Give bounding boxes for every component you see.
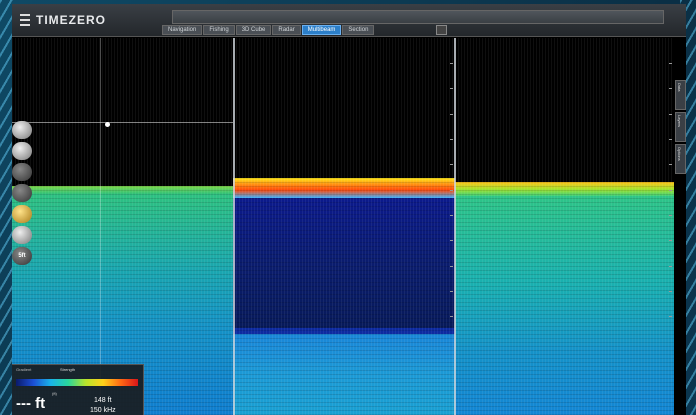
title-strip [172,10,664,24]
panel-divider-2[interactable] [454,38,456,415]
seabed-return-band [455,182,674,196]
logo-text: TIMEZERO [36,13,106,27]
side-tabs: Data Layers Options [675,80,686,174]
scale-button-label: 5ft [18,253,26,259]
echogram-panel-right[interactable] [455,38,674,415]
coin-icon[interactable] [12,205,32,223]
tab-3d-cube[interactable]: 3D Cube [235,25,272,35]
side-tab-label: Layers [677,115,682,128]
echo-texture [233,38,455,415]
echo-texture [12,38,233,415]
gradient-label: Gradient [16,367,32,372]
strong-seabed-return [233,178,455,198]
tab-multibeam[interactable]: Multibeam [301,25,342,35]
side-tab-data[interactable]: Data [675,80,686,110]
app-logo[interactable]: TIMEZERO [20,13,106,27]
ship-icon[interactable] [12,184,32,202]
secondary-layer [233,328,455,334]
left-toolbar: 5ft [12,121,34,265]
tab-navigation[interactable]: Navigation [162,25,203,35]
marker-icon[interactable] [12,163,32,181]
panel-divider-1[interactable] [233,38,235,415]
seabed-return-band [12,186,233,194]
side-tab-label: Options [677,147,682,161]
strength-label: Strength [60,367,76,372]
app-window: TIMEZERO Navigation Fishing 3D Cube Radar Mu… [12,4,686,415]
depth-scale-right [654,38,672,415]
depth-readout: --- ft [16,395,46,412]
deep-return-zone [233,198,455,328]
range-readout: 148 ft [94,397,112,404]
echo-texture [455,38,674,415]
lower-return [233,334,455,415]
sounder-info-panel: Gradient Strength --- ft (ft) 148 ft 150… [12,364,144,415]
pen-icon[interactable] [12,142,32,160]
echogram-panel-left[interactable] [12,38,233,415]
water-column-clear [233,38,455,178]
water-column-clear [455,38,674,182]
cursor-crosshair-horizontal [12,122,233,123]
top-bar: TIMEZERO Navigation Fishing 3D Cube Radar Mu… [12,4,686,37]
add-tab-button[interactable] [436,25,447,35]
frequency-readout: 150 kHz [90,407,116,414]
workspace-tabs: Navigation Fishing 3D Cube Radar Multibeam Se… [162,25,375,35]
depth-unit: (ft) [52,391,57,396]
echogram-panel-middle[interactable] [233,38,455,415]
sub-bottom-return [455,196,674,415]
tab-section[interactable]: Section [342,25,375,35]
echo-color-scale [16,379,138,386]
compass-icon[interactable] [12,121,32,139]
hamburger-menu-icon[interactable] [20,14,30,26]
depth-scale-middle [435,38,453,415]
gauge-icon[interactable] [12,226,32,244]
water-column-clear [12,38,233,186]
scale-button[interactable]: 5ft [12,247,32,265]
tab-fishing[interactable]: Fishing [203,25,235,35]
cursor-crosshair-vertical [100,38,101,415]
side-tab-options[interactable]: Options [675,144,686,174]
side-tab-layers[interactable]: Layers [675,112,686,142]
cursor-point[interactable] [105,122,110,127]
tab-radar[interactable]: Radar [272,25,301,35]
side-tab-label: Data [677,83,682,92]
